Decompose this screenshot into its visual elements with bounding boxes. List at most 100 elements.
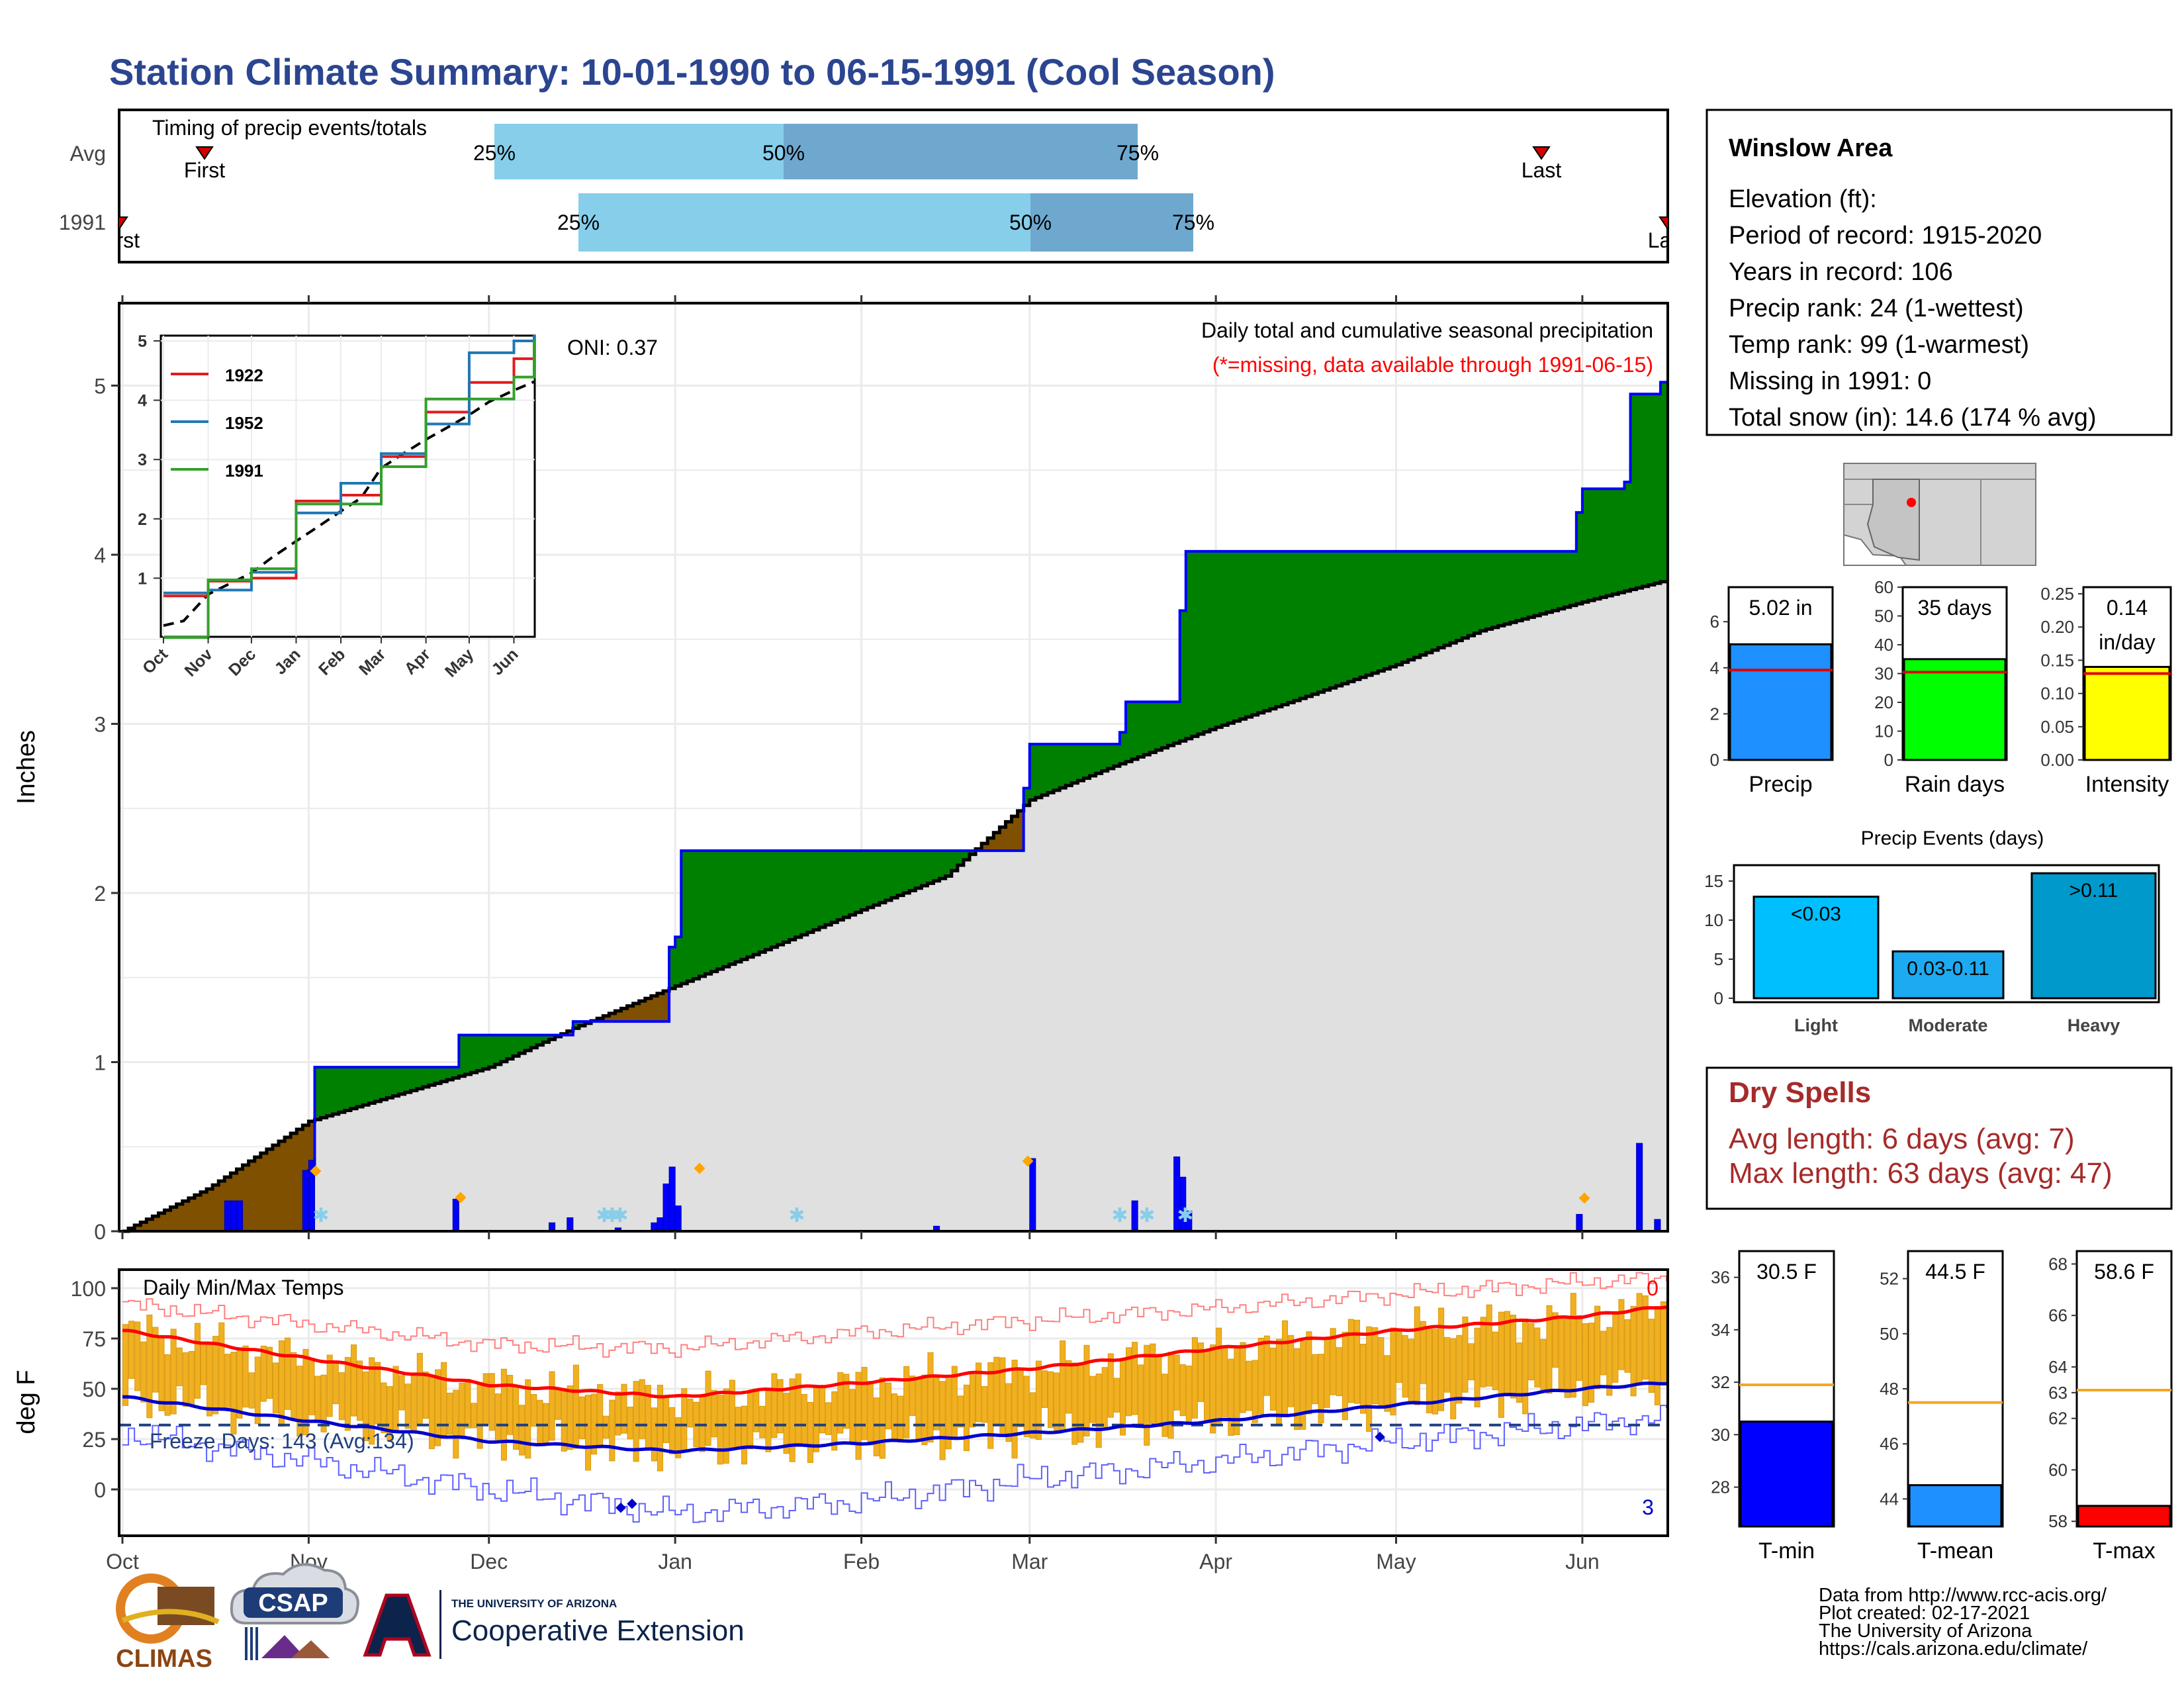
daily-temp-bar [285,1337,291,1410]
daily-temp-bar [387,1386,393,1442]
daily-temp-bar [1005,1383,1012,1442]
climas-logo[interactable]: CLIMAS [116,1573,220,1673]
tmax-summary-tick: 66 [2048,1305,2068,1325]
daily-temp-bar [1197,1342,1205,1402]
intensity-summary-tick: 0.00 [2040,750,2074,770]
below-normal-area [128,810,1024,1231]
precip-summary-tick: 2 [1710,704,1719,724]
daily-temp-bar [1396,1331,1402,1383]
events-title: Precip Events (days) [1861,827,2044,849]
tmax-summary-axis-label: T-max [2093,1538,2155,1564]
record-low-marker [615,1502,626,1513]
tmean-summary-tick: 44 [1880,1489,1899,1509]
daily-temp-bar [531,1394,537,1427]
daily-temp-bar [1426,1326,1432,1413]
temp-y-tick: 25 [82,1428,106,1452]
daily-precip-bar [452,1198,459,1232]
timing-row-avg: Avg 25% 50% 75% First Last [69,124,1561,182]
events-category: Moderate [1908,1015,1987,1035]
snow-markers: ✱ ✱ ✱ ✱ ✱ ✱ ✱ ✱ [312,1205,1193,1227]
tmean-summary-tick: 48 [1880,1379,1899,1399]
precip-summary-value: 5.02 in [1749,596,1812,620]
ua-a-icon [363,1593,432,1657]
timing-1991-last-marker [1659,216,1668,230]
daily-temp-bar [1144,1344,1150,1446]
daily-temp-bar [777,1379,784,1434]
daily-temp-bar [1408,1338,1414,1403]
daily-temp-bar [741,1405,748,1465]
daily-temp-bar [428,1376,435,1450]
daily-precip-bar [1131,1200,1138,1232]
x-axis-month-labels: Oct Nov Dec Jan Feb Mar Apr May Jun [106,1536,1600,1573]
daily-temp-bar [1480,1317,1486,1387]
daily-temp-bar [1528,1323,1535,1381]
daily-temp-bar [735,1407,742,1447]
inset-y-tick: 4 [138,392,147,410]
daily-temp-bar [363,1371,369,1442]
daily-temp-bar [416,1352,423,1427]
precip-y-tick: 2 [94,882,106,906]
tmin-summary-value: 30.5 F [1756,1260,1817,1284]
intensity-summary-tick: 0.20 [2040,617,2074,637]
daily-temp-bar [651,1407,657,1462]
temp-y-tick: 0 [94,1478,106,1502]
precip-y-tick: 3 [94,713,106,737]
daily-temp-bar [825,1402,832,1435]
daily-temp-bar [1023,1376,1030,1438]
daily-temp-bar [459,1382,465,1438]
daily-temp-bar [1450,1338,1457,1419]
rain-days-summary-value: 35 days [1917,596,1991,620]
daily-temp-bar [1204,1351,1210,1422]
daily-temp-bar [615,1391,621,1436]
daily-temp-bar [711,1390,717,1438]
x-month-label: Feb [843,1550,880,1573]
dry-spells-avg: Avg length: 6 days (avg: 7) [1729,1123,2075,1155]
daily-temp-bar [146,1314,153,1419]
inset-y-tick: 2 [138,510,147,529]
daily-temp-bar [260,1345,267,1402]
intensity-summary-tick: 0.10 [2040,684,2074,704]
station-elevation: Elevation (ft): [1729,185,1877,213]
precip-panel-subtitle: (*=missing, data available through 1991-… [1212,353,1653,377]
daily-temp-bar [296,1366,303,1437]
tmin-summary-bar [1739,1421,1834,1528]
daily-temp-bar [201,1343,207,1385]
daily-precip-bar [567,1217,574,1232]
daily-temp-bar [657,1384,664,1472]
events-bar [1752,896,1880,1000]
snow-marker: ✱ [788,1205,805,1227]
ua-logo-bottom: Cooperative Extension [451,1615,745,1647]
snow-marker: ✱ [596,1205,612,1227]
daily-temp-bar [981,1385,988,1423]
snow-marker: ✱ [312,1205,329,1227]
record-min-line [122,1405,1667,1523]
daily-temp-bar [242,1345,249,1408]
university-of-arizona-logo[interactable]: THE UNIVERSITY OF ARIZONA Cooperative Ex… [363,1590,745,1659]
precip-panel: ✱ ✱ ✱ ✱ ✱ ✱ ✱ ✱ 0 1 2 3 4 5 Inches Daily tota… [13,295,1669,1244]
daily-temp-bar [1246,1360,1252,1411]
daily-temp-bar [1251,1360,1258,1423]
record-low-marker [627,1498,637,1509]
precip-y-tick: 4 [94,543,106,567]
daily-temp-bar [1138,1364,1144,1426]
daily-temp-bar [1540,1338,1547,1391]
daily-temp-bar [1654,1306,1661,1405]
record-low-count: 3 [1642,1495,1654,1519]
daily-temp-bar [308,1358,315,1415]
station-missing: Missing in 1991: 0 [1729,367,1931,395]
daily-temp-bar [1275,1338,1283,1424]
temp-y-tick: 75 [82,1327,106,1351]
tmin-summary: 28 30 32 34 36 30.5 F T-min [1711,1250,1835,1564]
daily-temp-bar [705,1370,711,1446]
csap-logo[interactable]: CSAP [230,1563,359,1660]
daily-temp-bar [410,1374,417,1433]
daily-temp-bar [1161,1374,1168,1437]
daily-temp-bar [248,1372,255,1409]
daily-temp-bar [627,1407,633,1440]
tmax-summary-tick: 68 [2048,1254,2068,1274]
tmin-summary-axis-label: T-min [1758,1538,1815,1564]
locator-map [1843,463,2036,566]
page-title: Station Climate Summary: 10-01-1990 to 0… [109,51,1275,93]
above-normal-area [314,382,1667,1120]
daily-temp-bar [957,1395,964,1428]
